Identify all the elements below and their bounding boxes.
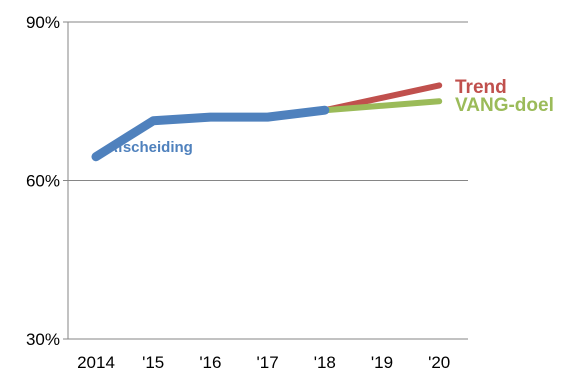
x-axis-ticks: 2014 '15 '16 '17 '18 '19 '20 <box>77 353 450 372</box>
series-line-afscheiding <box>91 105 330 162</box>
series-group <box>91 82 443 162</box>
trend-series-label: Trend <box>455 77 507 98</box>
y-tick-label: 60% <box>26 172 60 191</box>
series-line-vang-doel <box>321 98 443 114</box>
x-tick-label: '18 <box>314 353 336 372</box>
x-tick-label: '19 <box>371 353 393 372</box>
afscheiding-series-label: Afscheiding <box>107 139 193 156</box>
x-tick-label: '15 <box>142 353 164 372</box>
gridlines <box>63 21 468 340</box>
vang-doel-series-label: VANG-doel <box>455 95 554 116</box>
x-tick-label: 2014 <box>77 353 115 372</box>
y-axis-ticks: 30% 60% 90% <box>26 13 60 349</box>
y-tick-label: 90% <box>26 13 60 32</box>
x-tick-label: '20 <box>428 353 450 372</box>
x-tick-label: '16 <box>199 353 221 372</box>
y-tick-label: 30% <box>26 330 60 349</box>
x-tick-label: '17 <box>257 353 279 372</box>
